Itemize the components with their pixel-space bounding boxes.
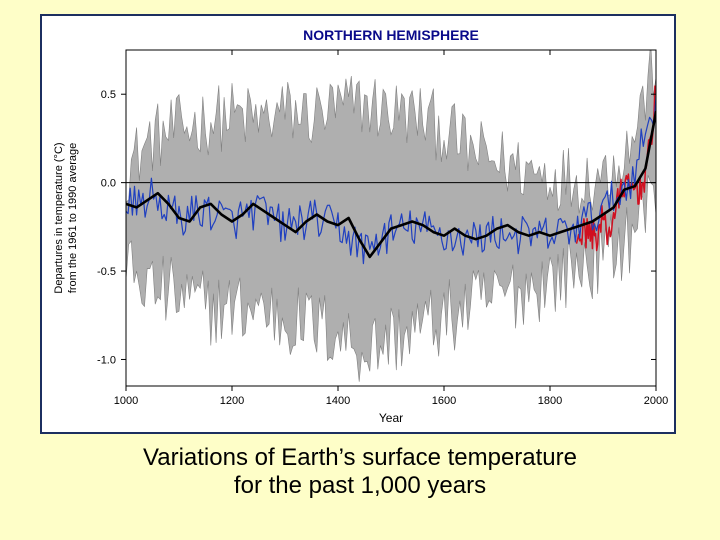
x-axis-label: Year [379,411,403,425]
y-tick-label: 0.0 [101,178,116,190]
x-tick-label: 2000 [644,395,668,407]
x-tick-label: 1200 [220,395,244,407]
y-tick-label: -1.0 [97,354,116,366]
svg-text:from the 1961 to 1990 average: from the 1961 to 1990 average [67,143,79,293]
y-tick-label: 0.5 [101,89,116,101]
x-tick-label: 1000 [114,395,138,407]
slide: 1000 1200 1400 1600 1800 2000 -1.0 -0.5 0.0 0.5 NO… [0,0,720,540]
y-tick-label: -0.5 [97,266,116,278]
x-tick-label: 1400 [326,395,350,407]
chart-container: 1000 1200 1400 1600 1800 2000 -1.0 -0.5 0.0 0.5 NO… [42,16,674,432]
svg-text:Departures in temperature (°C): Departures in temperature (°C) [53,142,65,293]
chart-title: NORTHERN HEMISPHERE [303,27,479,43]
temperature-chart: 1000 1200 1400 1600 1800 2000 -1.0 -0.5 0.0 0.5 NO… [42,16,674,432]
caption-line-1: Variations of Earth’s surface temperatur… [0,444,720,472]
chart-frame: 1000 1200 1400 1600 1800 2000 -1.0 -0.5 0.0 0.5 NO… [40,14,676,434]
x-tick-label: 1600 [432,395,456,407]
caption: Variations of Earth’s surface temperatur… [0,444,720,499]
caption-line-2: for the past 1,000 years [0,472,720,500]
x-tick-label: 1800 [538,395,562,407]
